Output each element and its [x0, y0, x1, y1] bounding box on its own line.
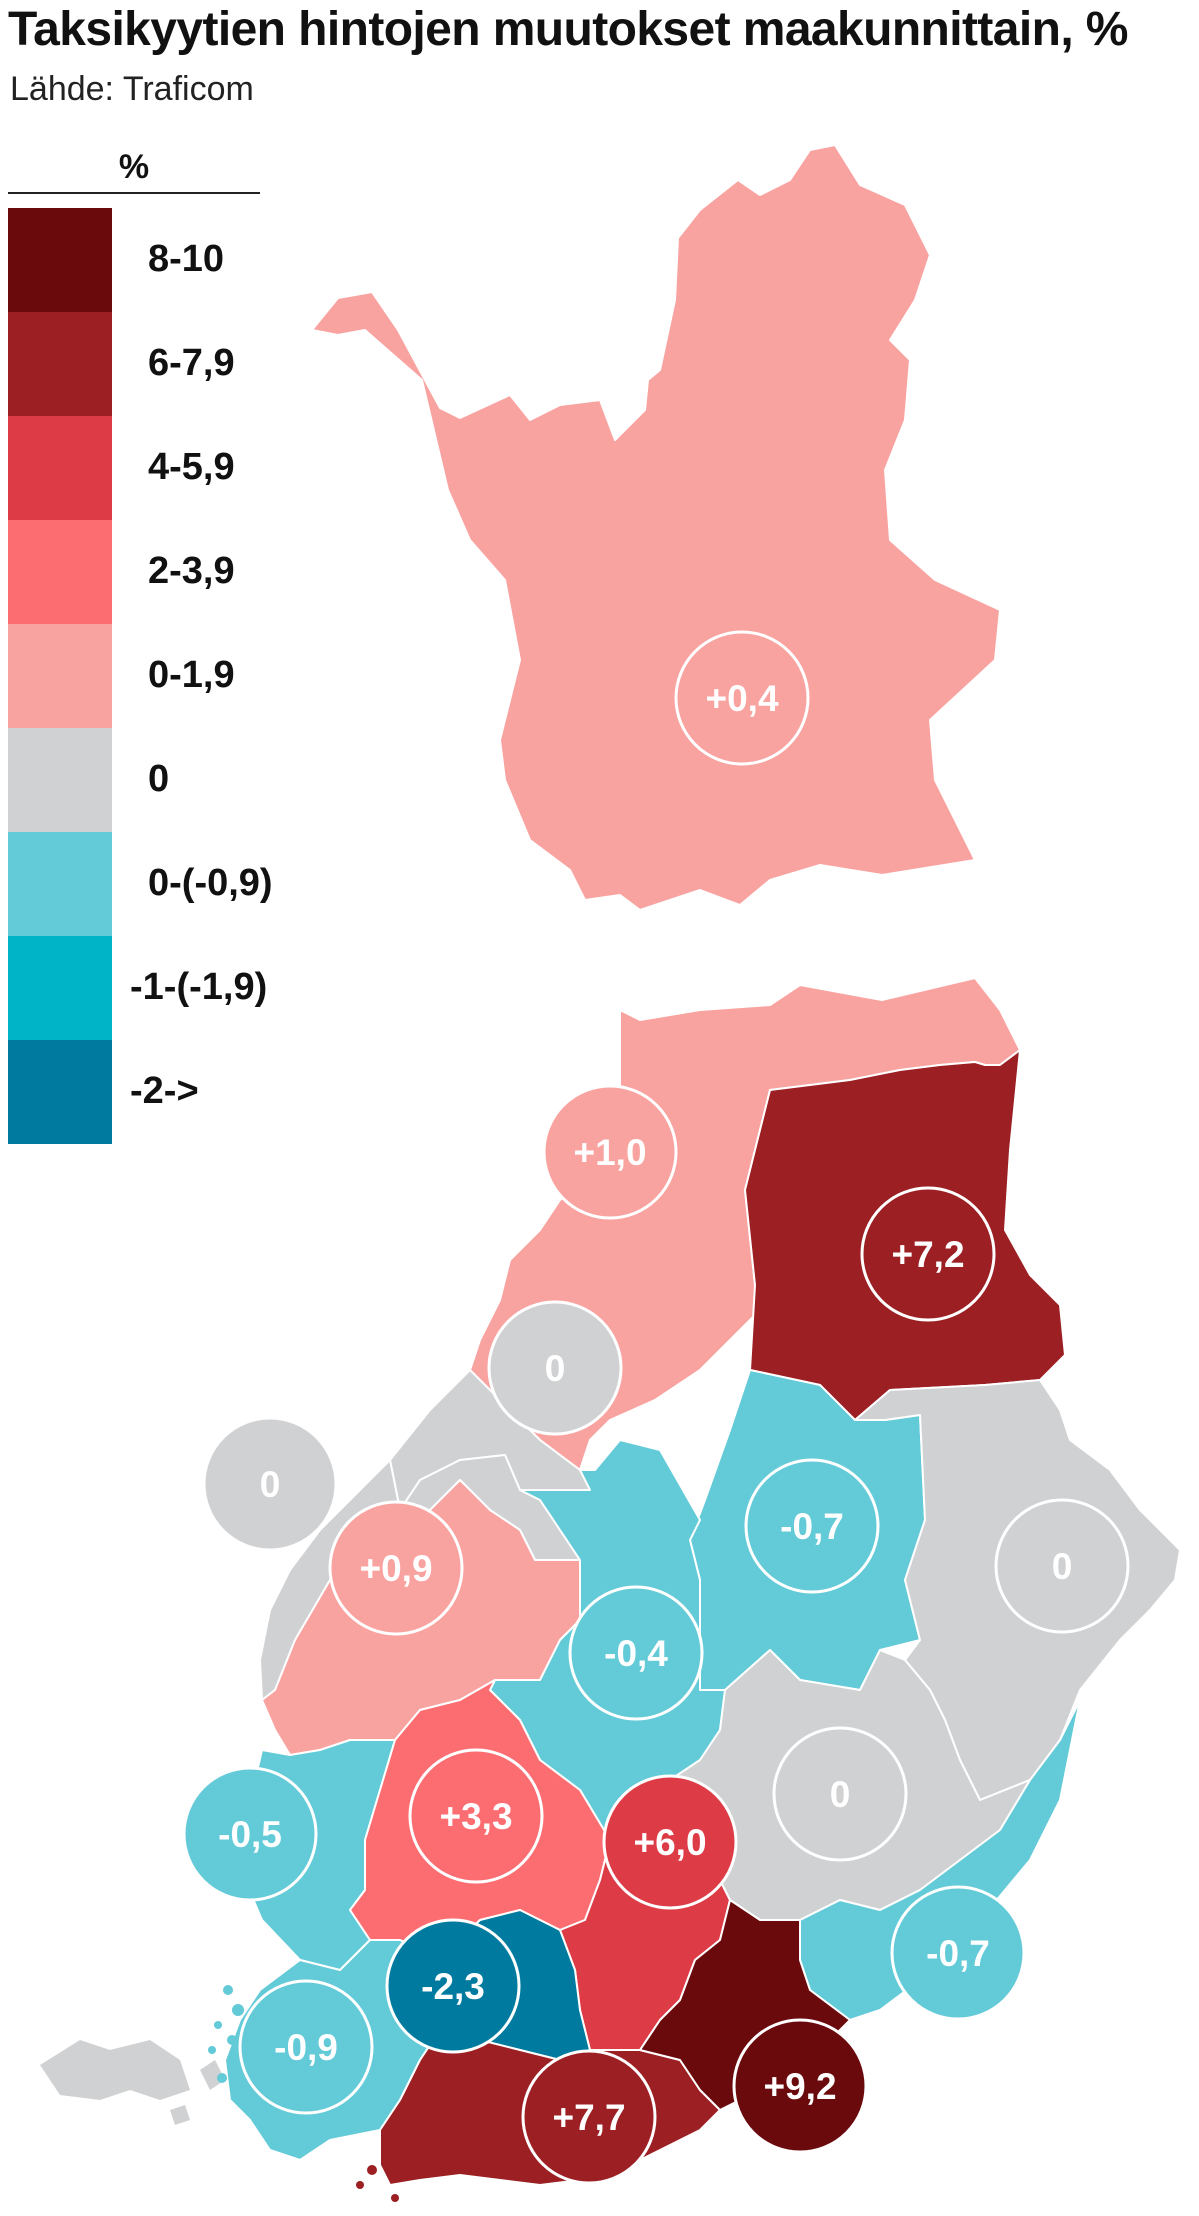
- legend-item: 0-1,9: [8, 624, 328, 728]
- bubble-kanta-hame: -2,3: [385, 1918, 521, 2054]
- legend-item: -1-(-1,9): [8, 936, 328, 1040]
- bubble-pohjois-pohjanmaa: +1,0: [542, 1084, 678, 1220]
- svg-text:+9,2: +9,2: [763, 2066, 836, 2107]
- svg-text:-0,7: -0,7: [926, 1933, 990, 1974]
- region-lappi: [311, 144, 1001, 911]
- bubble-paijat-hame: +6,0: [602, 1774, 738, 1910]
- legend-label: 8-10: [148, 238, 225, 280]
- legend-unit-label: %: [118, 148, 150, 186]
- svg-text:+7,2: +7,2: [891, 1234, 964, 1275]
- legend-label: 0-1,9: [148, 654, 235, 696]
- bubble-keski-suomi: -0,4: [568, 1585, 704, 1721]
- bubble-uusimaa: +7,7: [521, 2049, 657, 2185]
- legend-item: 6-7,9: [8, 312, 328, 416]
- archipelago-islands: [40, 2040, 225, 2125]
- bubble-pohjois-karjala: 0: [994, 1498, 1130, 1634]
- svg-text:-0,4: -0,4: [604, 1633, 668, 1674]
- svg-text:0: 0: [830, 1774, 851, 1815]
- legend-swatch: [8, 312, 112, 416]
- svg-text:-0,9: -0,9: [274, 2027, 338, 2068]
- legend-swatch: [8, 728, 112, 832]
- legend-item: 8-10: [8, 208, 328, 312]
- legend-item: 2-3,9: [8, 520, 328, 624]
- svg-text:+3,3: +3,3: [439, 1796, 512, 1837]
- legend-label: 4-5,9: [148, 446, 235, 488]
- bubble-kainuu: +7,2: [860, 1186, 996, 1322]
- legend-divider: [8, 192, 260, 194]
- legend-label: 0: [148, 758, 170, 800]
- uusimaa-islands: [356, 2165, 399, 2202]
- bubble-etela-savo: 0: [772, 1726, 908, 1862]
- bubble-keski-pohjanmaa: 0: [487, 1300, 623, 1436]
- svg-text:-0,5: -0,5: [218, 1814, 282, 1855]
- legend-item: 0-(-0,9): [8, 832, 328, 936]
- legend-item: 4-5,9: [8, 416, 328, 520]
- legend-label: -2->: [130, 1070, 199, 1112]
- svg-text:+0,4: +0,4: [705, 678, 778, 719]
- chart-title: Taksikyytien hintojen muutokset maakunni…: [8, 3, 1128, 56]
- legend-label: 0-(-0,9): [148, 862, 273, 904]
- legend-swatch: [8, 416, 112, 520]
- bubble-pohjanmaa: 0: [202, 1416, 338, 1552]
- svg-text:-0,7: -0,7: [780, 1506, 844, 1547]
- svg-text:0: 0: [545, 1348, 566, 1389]
- legend-swatch: [8, 520, 112, 624]
- source-note: Lähde: Traficom: [10, 70, 254, 108]
- legend-swatch: [8, 1040, 112, 1144]
- svg-text:0: 0: [260, 1464, 281, 1505]
- svg-text:+1,0: +1,0: [573, 1132, 646, 1173]
- bubble-varsinais-suomi: -0,9: [238, 1979, 374, 2115]
- bubble-etela-karjala: -0,7: [890, 1885, 1026, 2021]
- svg-text:+6,0: +6,0: [633, 1822, 706, 1863]
- legend-label: 6-7,9: [148, 342, 235, 384]
- bubble-pirkanmaa: +3,3: [408, 1748, 544, 1884]
- legend-item: -2->: [8, 1040, 328, 1144]
- bubble-satakunta: -0,5: [182, 1766, 318, 1902]
- legend-swatch: [8, 832, 112, 936]
- svg-text:-2,3: -2,3: [421, 1966, 485, 2007]
- bubble-kymenlaakso: +9,2: [732, 2018, 868, 2154]
- bubble-lappi: +0,4: [674, 630, 810, 766]
- svg-text:+7,7: +7,7: [552, 2097, 625, 2138]
- legend-swatch: [8, 936, 112, 1040]
- legend-label: -1-(-1,9): [130, 966, 268, 1008]
- legend-swatch: [8, 624, 112, 728]
- svg-text:+0,9: +0,9: [359, 1548, 432, 1589]
- svg-text:0: 0: [1052, 1546, 1073, 1587]
- bubble-etela-pohjanmaa: +0,9: [328, 1500, 464, 1636]
- legend-item: 0: [8, 728, 328, 832]
- legend-swatch: [8, 208, 112, 312]
- bubble-pohjois-savo: -0,7: [744, 1458, 880, 1594]
- legend-label: 2-3,9: [148, 550, 235, 592]
- coastal-islands: [208, 1985, 244, 2094]
